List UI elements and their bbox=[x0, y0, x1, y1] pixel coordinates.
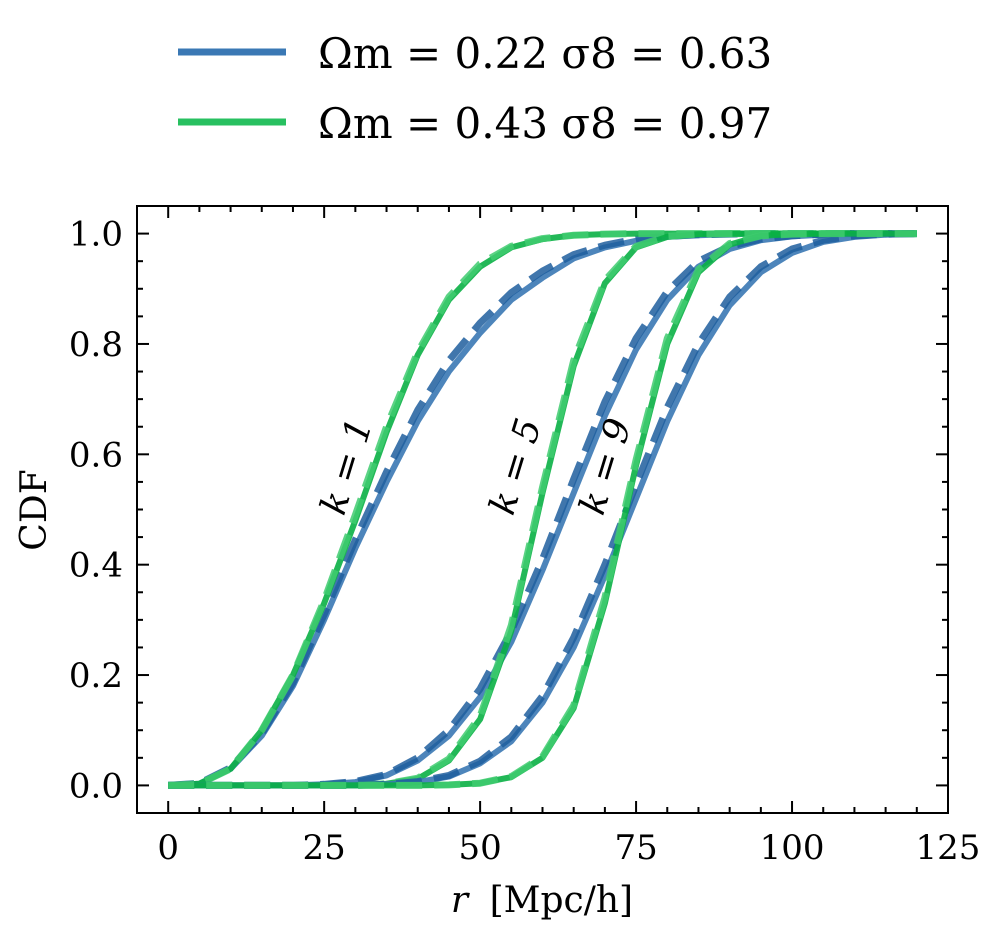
x-tick-label: 0 bbox=[157, 828, 179, 868]
y-tick-label: 0.2 bbox=[69, 656, 123, 696]
y-tick-label: 0.0 bbox=[69, 766, 123, 806]
y-axis-label: CDF bbox=[14, 469, 55, 550]
y-tick-label: 0.6 bbox=[69, 435, 123, 475]
y-tick-label: 1.0 bbox=[69, 215, 123, 255]
x-axis-label-var: r bbox=[451, 880, 470, 921]
legend-label-blue: Ωm = 0.22 σ8 = 0.63 bbox=[318, 29, 772, 78]
series-line-green-k9-dashed bbox=[168, 230, 917, 789]
x-tick-label: 50 bbox=[458, 828, 501, 868]
x-tick-label: 25 bbox=[303, 828, 346, 868]
plot-area: 0 25 50 75 100 125 0.0 0.2 0.4 0.6 0.8 1.0 bbox=[69, 205, 981, 868]
y-tick-label: 0.8 bbox=[69, 325, 123, 365]
y-tick-label: 0.4 bbox=[69, 546, 123, 586]
x-tick-label: 100 bbox=[760, 828, 825, 868]
x-tick-label: 125 bbox=[916, 828, 981, 868]
x-axis-label-unit: [Mpc/h] bbox=[490, 880, 633, 921]
series-layer bbox=[167, 230, 917, 789]
legend-label-green: Ωm = 0.43 σ8 = 0.97 bbox=[318, 99, 772, 148]
plot-frame bbox=[136, 205, 949, 814]
x-tick-label: 75 bbox=[614, 828, 657, 868]
x-axis-label: r [Mpc/h] bbox=[451, 880, 633, 921]
ticks-layer: 0 25 50 75 100 125 0.0 0.2 0.4 0.6 0.8 1.0 bbox=[69, 205, 981, 868]
legend: Ωm = 0.22 σ8 = 0.63 Ωm = 0.43 σ8 = 0.97 bbox=[178, 29, 772, 148]
